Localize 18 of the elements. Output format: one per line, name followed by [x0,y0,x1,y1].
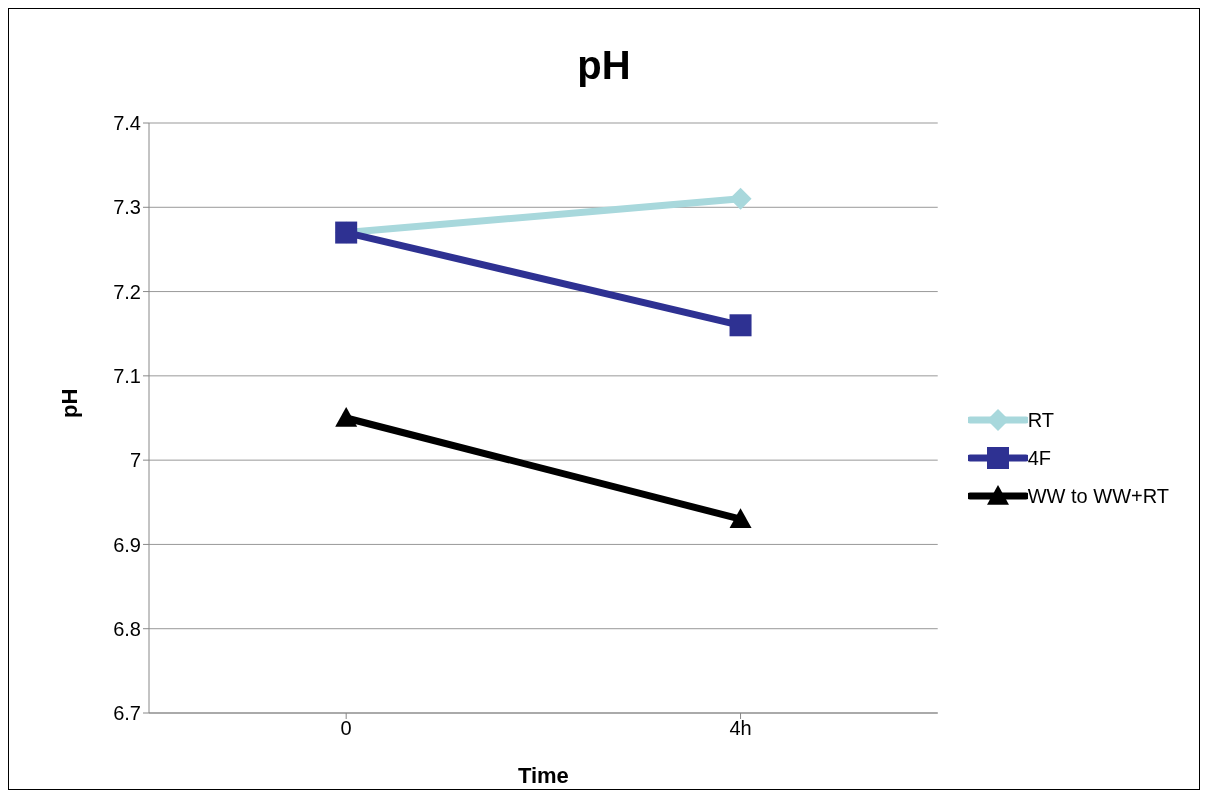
y-tick-label: 7.4 [113,112,141,135]
y-tick-label: 7.1 [113,364,141,387]
x-tick-label: 4h [729,717,752,740]
legend-label: RT [1027,408,1055,432]
legend-label: 4F [1027,446,1052,470]
y-tick-label: 6.9 [113,533,141,556]
y-tick-label: 6.8 [113,617,141,640]
point [729,187,752,210]
point [729,314,752,337]
chart-title: pH [576,42,632,89]
y-tick-label: 6.7 [113,702,141,725]
legend-label: WW to WW+RT [1027,484,1169,508]
y-tick-label: 7.2 [113,280,141,303]
x-tick-label: 0 [340,717,352,740]
y-tick-label: 7 [129,449,141,472]
y-tick-label: 7.3 [113,196,141,219]
x-axis-title: Time [517,763,569,788]
y-axis-title: pH [56,388,82,418]
